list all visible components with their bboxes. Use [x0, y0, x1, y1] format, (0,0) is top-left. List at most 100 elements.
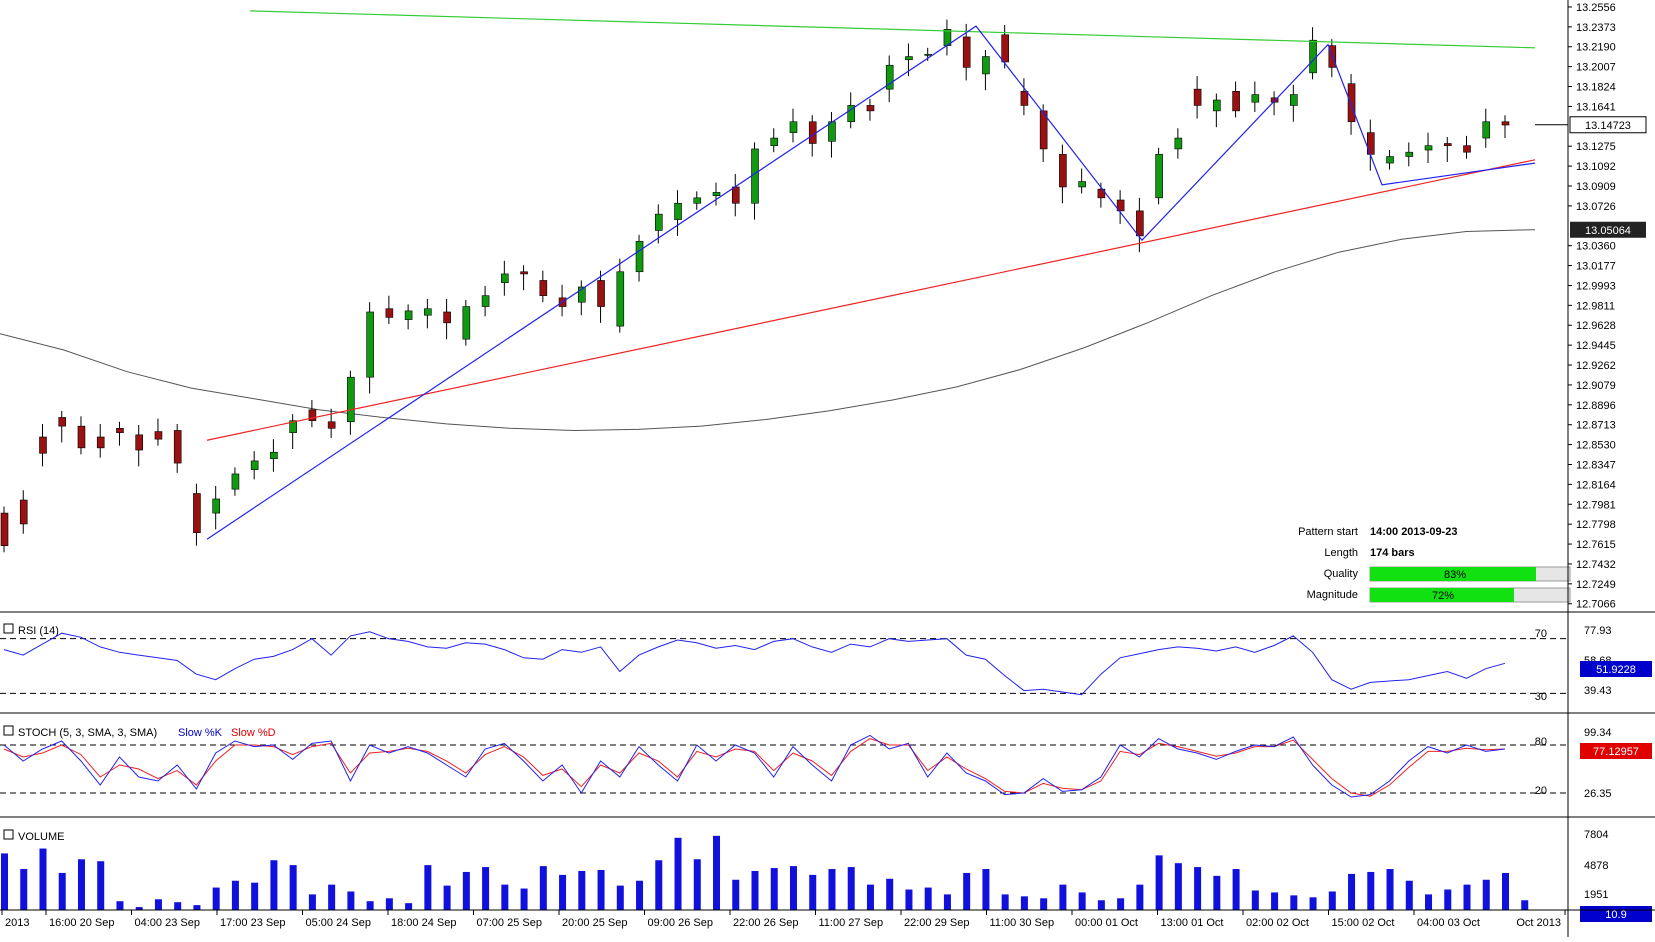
candle-body [1443, 143, 1452, 146]
candle-body [462, 306, 471, 340]
volume-bar [231, 880, 239, 910]
price-tick-label: 13.1641 [1576, 101, 1616, 113]
price-tick-label: 13.1092 [1576, 161, 1616, 173]
volume-bar [347, 891, 355, 910]
time-tick-label: 13:00 01 Oct [1161, 917, 1224, 929]
rsi-level-30: 30 [1535, 691, 1547, 703]
candle [501, 260, 509, 296]
candle [116, 421, 124, 446]
candle [1193, 76, 1202, 119]
candle-body [1039, 110, 1048, 150]
price-tick-label: 13.1275 [1576, 141, 1616, 153]
length-label: Length [1324, 547, 1358, 559]
candle-body [654, 213, 663, 231]
rsi-collapse-icon[interactable] [3, 623, 14, 634]
price-tick-label: 13.2556 [1576, 2, 1616, 14]
price-tick-label: 13.0726 [1576, 201, 1616, 213]
volume-bar [655, 860, 663, 910]
pattern-info-box: Pattern start 14:00 2013-09-23 Length 17… [1298, 526, 1571, 603]
stoch-collapse-icon[interactable] [3, 725, 14, 736]
candle [635, 234, 644, 282]
time-tick-label: 04:00 23 Sep [135, 917, 200, 929]
time-tick-label: 2013 [5, 917, 29, 929]
magnitude-bar-fill [1370, 588, 1514, 602]
candle-body [1174, 137, 1183, 150]
candle-body [1386, 156, 1394, 164]
stoch-current-badge [1580, 743, 1652, 759]
volume-bar [924, 887, 932, 910]
candle-body [39, 436, 47, 454]
candle [789, 108, 798, 143]
ma-value-label: 13.05064 [1585, 225, 1631, 237]
price-tick-label: 12.8713 [1576, 420, 1616, 432]
candle [1405, 142, 1414, 167]
volume-bar [1482, 879, 1490, 910]
time-tick-label: 17:00 23 Sep [220, 917, 285, 929]
volume-bar [366, 901, 374, 910]
price-tick-label: 12.9993 [1576, 281, 1616, 293]
candle [1078, 168, 1086, 194]
time-axis: 2013 16:00 20 Sep 04:00 23 Sep 17:00 23 Sep… [1, 910, 1566, 929]
candle-body [712, 192, 721, 196]
volume-bar [482, 867, 490, 910]
pattern-zigzag [206, 25, 1536, 540]
stoch-title: STOCH (5, 3, SMA, 3, SMA) [18, 727, 157, 739]
quality-bar-fill [1370, 567, 1536, 581]
candle [154, 418, 163, 446]
volume-bar [1174, 863, 1182, 910]
current-price-badge [1569, 116, 1647, 134]
candle [1174, 128, 1183, 159]
candle-body [1366, 132, 1375, 155]
candle-body [674, 202, 682, 220]
volume-bar [39, 848, 47, 910]
price-tick-label: 12.7249 [1576, 579, 1616, 591]
volume-tick-3: 1951 [1584, 889, 1608, 901]
volume-bar [116, 901, 124, 910]
volume-bar [693, 859, 701, 910]
candle-body [1482, 121, 1491, 139]
candle-body [154, 431, 163, 440]
candle-body [77, 425, 86, 449]
volume-bar [424, 865, 432, 910]
current-price-value: 13.14723 [1585, 120, 1631, 132]
candle [597, 270, 605, 323]
volume-bar [905, 889, 913, 910]
candle-body [193, 493, 201, 533]
candle-body [96, 436, 105, 449]
candle-body [1213, 99, 1221, 112]
candle [1251, 81, 1260, 112]
price-tick-label: 13.2007 [1576, 62, 1616, 74]
time-tick-label: 16:00 20 Sep [49, 917, 114, 929]
rsi-tick-3: 39.43 [1584, 685, 1612, 697]
candle [231, 467, 240, 496]
volume-bar [1232, 869, 1240, 910]
candle [1116, 190, 1125, 224]
candle [712, 182, 721, 206]
candle-body [770, 137, 779, 146]
time-tick-label: 07:00 25 Sep [477, 917, 542, 929]
volume-bar [674, 837, 682, 910]
candle [674, 190, 682, 236]
candle [250, 451, 259, 480]
candle-body [520, 271, 528, 275]
volume-bar [1502, 872, 1509, 910]
candle-body [385, 308, 394, 318]
volume-bar [559, 874, 567, 910]
volume-bar [501, 884, 509, 910]
candle [0, 506, 9, 553]
volume-bar [1309, 897, 1317, 910]
volume-bar [809, 874, 817, 910]
volume-bar [578, 870, 586, 910]
candle-body [1290, 94, 1298, 106]
candle-body [962, 36, 971, 68]
volume-bar [77, 859, 85, 910]
candle-body [404, 310, 413, 320]
candle-body [1232, 91, 1240, 112]
stoch-tick-2: 26.35 [1584, 788, 1612, 800]
volume-bar [328, 884, 336, 910]
rsi-level-70: 70 [1535, 628, 1547, 640]
volume-collapse-icon[interactable] [3, 829, 14, 840]
price-tick-label: 13.0360 [1576, 241, 1616, 253]
candle [1443, 136, 1452, 162]
candle [1424, 132, 1433, 164]
